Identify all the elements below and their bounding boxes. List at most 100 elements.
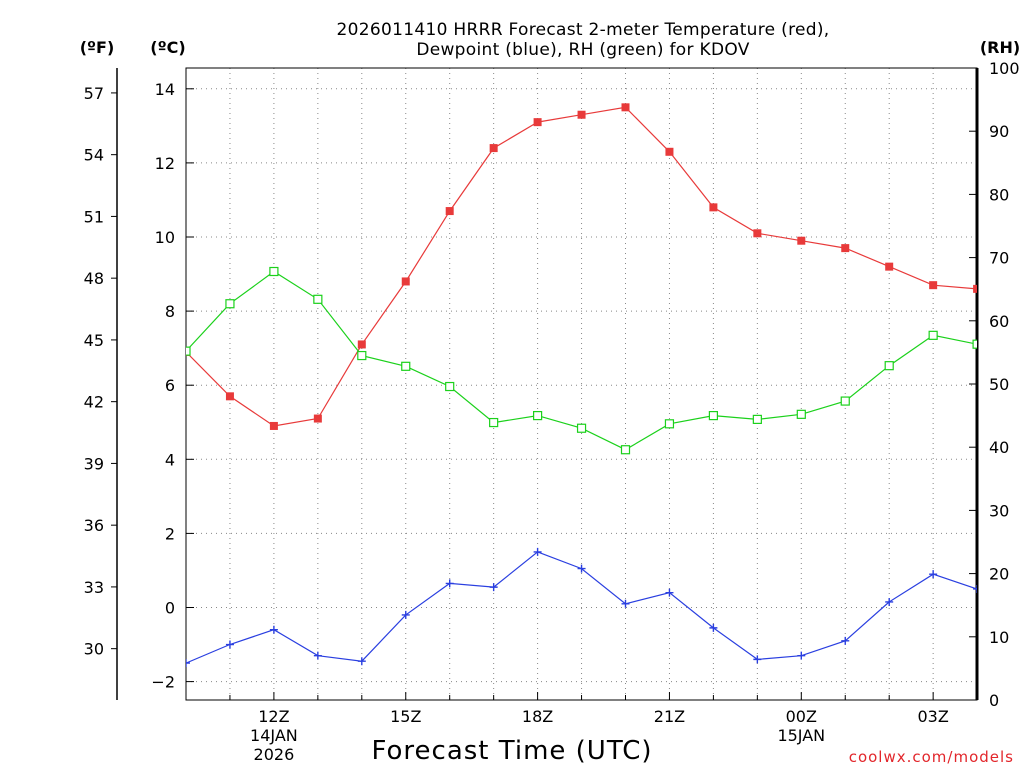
celsius-tick-label: 8 [165, 302, 175, 321]
rh-point [225, 299, 235, 309]
temperature-point [577, 110, 586, 119]
dewpoint-point [709, 623, 718, 632]
fahrenheit-tick-label: 36 [84, 516, 104, 535]
dewpoint-point [973, 584, 977, 593]
dewpoint-point [841, 636, 850, 645]
dewpoint-point [225, 640, 234, 649]
x-tick-hour-label: 03Z [917, 707, 948, 726]
rh-point [752, 414, 762, 424]
rh-tick-label: 20 [989, 565, 1009, 584]
celsius-tick-label: −2 [151, 673, 175, 692]
temperature-point [401, 277, 410, 286]
fahrenheit-unit-label: (ºF) [80, 38, 115, 57]
fahrenheit-tick-label: 57 [84, 84, 104, 103]
temperature-point [533, 118, 542, 127]
dewpoint-point [489, 583, 498, 592]
rh-point [664, 419, 675, 429]
rh-tick-label: 100 [989, 59, 1020, 78]
temperature-point [621, 103, 630, 112]
celsius-unit-label: (ºC) [150, 38, 185, 57]
dewpoint-point [621, 599, 630, 608]
dewpoint-point [797, 651, 806, 660]
x-tick-hour-label: 12Z [258, 707, 289, 726]
rh-point [840, 396, 850, 406]
dewpoint-point [445, 579, 454, 588]
rh-point [796, 409, 806, 419]
rh-tick-label: 10 [989, 628, 1009, 647]
fahrenheit-tick-label: 48 [84, 269, 104, 288]
celsius-tick-label: 10 [155, 228, 175, 247]
dewpoint-point [533, 547, 542, 556]
x-axis-title: Forecast Time (UTC) [371, 736, 652, 766]
celsius-tick-label: 2 [165, 524, 175, 543]
chart-title-line1: 2026011410 HRRR Forecast 2-meter Tempera… [337, 20, 830, 40]
chart-title-line2: Dewpoint (blue), RH (green) for KDOV [416, 40, 749, 60]
fahrenheit-tick-label: 54 [84, 146, 104, 165]
fahrenheit-tick-label: 51 [84, 207, 104, 226]
rh-tick-label: 40 [989, 438, 1009, 457]
rh-point [313, 294, 323, 304]
celsius-tick-label: 14 [155, 80, 175, 99]
temperature-point [709, 203, 718, 212]
temperature-point [753, 229, 762, 238]
temperature-point [225, 392, 234, 401]
celsius-tick-label: 6 [165, 376, 175, 395]
celsius-tick-label: 4 [165, 450, 175, 469]
rh-point [708, 411, 719, 421]
rh-tick-label: 90 [989, 122, 1009, 141]
temperature-point [841, 244, 850, 253]
rh-tick-label: 80 [989, 185, 1009, 204]
tick-labels: −2 0 2 4 6 8 10 12 14 30 33 36 39 42 45 48 51 54 57 0 10 20 30… [84, 59, 1020, 764]
temperature-point [797, 236, 806, 245]
dewpoint-point [753, 655, 762, 664]
rh-point [445, 381, 455, 392]
rh-tick-label: 30 [989, 501, 1009, 520]
temperature-point [313, 414, 322, 423]
rh-point [620, 445, 631, 455]
temperature-point [269, 421, 278, 430]
series-clip-group [186, 103, 977, 668]
rh-point [401, 361, 411, 371]
temperature-point [665, 147, 674, 156]
temperature-point [929, 281, 938, 290]
dewpoint-point [665, 588, 674, 597]
x-tick-year-label: 2026 [254, 745, 295, 764]
fahrenheit-tick-label: 42 [84, 393, 104, 412]
x-tick-date-label: 14JAN [250, 726, 298, 745]
rh-point [928, 330, 938, 340]
fahrenheit-tick-label: 39 [84, 454, 104, 473]
dewpoint-point [269, 625, 278, 634]
dewpoint-point [313, 651, 322, 660]
celsius-tick-label: 0 [165, 599, 175, 618]
rh-point [576, 423, 587, 433]
dewpoint-point [357, 657, 366, 666]
x-tick-hour-label: 00Z [786, 707, 817, 726]
temperature-point [885, 262, 894, 271]
fahrenheit-tick-label: 30 [84, 640, 104, 659]
rh-tick-label: 50 [989, 375, 1009, 394]
fahrenheit-tick-label: 33 [84, 578, 104, 597]
rh-tick-label: 60 [989, 312, 1009, 331]
temperature-point [445, 207, 454, 216]
celsius-tick-label: 12 [155, 154, 175, 173]
grid-lines [186, 68, 977, 700]
data-series [186, 103, 977, 668]
x-tick-date-label: 15JAN [777, 726, 825, 745]
x-tick-hour-label: 21Z [654, 707, 685, 726]
rh-point [489, 417, 499, 428]
fahrenheit-tick-label: 45 [84, 331, 104, 350]
rh-point [972, 339, 977, 349]
temperature-point [357, 340, 366, 349]
temperature-point [489, 144, 498, 153]
credit-text: coolwx.com/models [849, 748, 1014, 766]
dewpoint-point [186, 659, 190, 668]
rh-point [269, 266, 279, 277]
dewpoint-point [401, 610, 410, 619]
rh-tick-label: 0 [989, 691, 999, 710]
dewpoint-point [577, 564, 586, 573]
rh-point [532, 411, 543, 421]
dewpoint-point [885, 597, 894, 606]
rh-point [357, 350, 367, 361]
x-tick-hour-label: 15Z [390, 707, 421, 726]
